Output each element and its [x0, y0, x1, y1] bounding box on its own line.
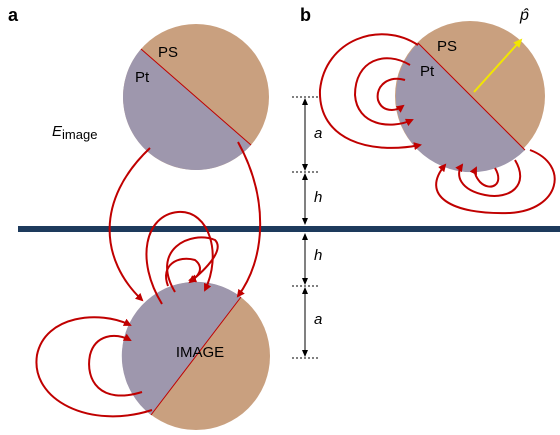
- interface: [18, 226, 560, 232]
- panel-label: b: [300, 5, 311, 25]
- orientation-label: p̂: [519, 7, 529, 24]
- cap-label: Pt: [135, 69, 150, 86]
- particle-a: [123, 24, 269, 170]
- figure: a h h a a b PS Pt Eimage IMAGE PS Pt p̂: [0, 0, 560, 430]
- panel-label: a: [8, 5, 19, 25]
- field-label: Eimage: [52, 123, 97, 142]
- dimension-label: a: [314, 125, 322, 142]
- image-label: IMAGE: [176, 344, 224, 361]
- cap-label: PS: [158, 44, 178, 61]
- dimension-label: h: [314, 247, 322, 264]
- cap-label: Pt: [420, 63, 435, 80]
- dimension-label: h: [314, 189, 322, 206]
- cap-label: PS: [437, 38, 457, 55]
- dimension-label: a: [314, 311, 322, 328]
